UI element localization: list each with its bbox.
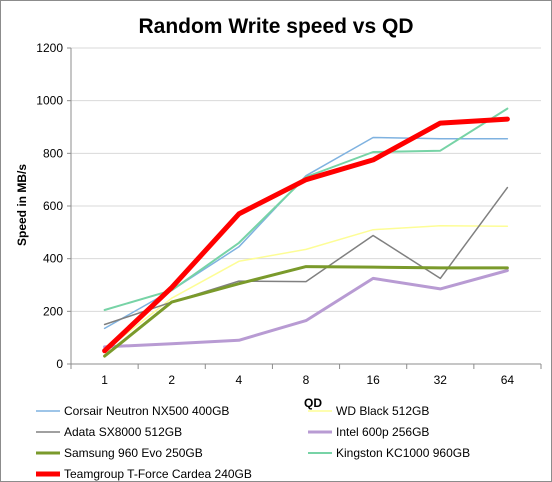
axes bbox=[70, 48, 542, 369]
legend: Corsair Neutron NX500 400GB WD Black 512G… bbox=[36, 404, 470, 481]
y-tick-label: 600 bbox=[43, 199, 63, 213]
y-axis-title: Speed in MB/s bbox=[15, 164, 29, 246]
x-tick-label: 32 bbox=[434, 373, 448, 387]
series-line-intel-600p-256gb bbox=[103, 269, 509, 349]
y-tick-label: 0 bbox=[56, 357, 63, 371]
series-line-adata-sx8000-512gb bbox=[103, 186, 509, 326]
series-line-wd-black-512gb bbox=[103, 225, 509, 352]
series-line-samsung-960-evo-250gb bbox=[103, 265, 509, 358]
y-tick-labels: 0 200 400 600 800 1000 1200 bbox=[36, 41, 63, 371]
y-tick-label: 1000 bbox=[36, 94, 63, 108]
x-tick-label: 1 bbox=[101, 373, 108, 387]
x-tick-label: 16 bbox=[366, 373, 380, 387]
x-tick-label: 4 bbox=[236, 373, 243, 387]
legend-label: Teamgroup T-Force Cardea 240GB bbox=[64, 467, 252, 481]
chart-title: Random Write speed vs QD bbox=[138, 15, 413, 38]
series-lines bbox=[102, 107, 510, 358]
legend-label: Intel 600p 256GB bbox=[336, 425, 429, 439]
legend-label: Samsung 960 Evo 250GB bbox=[64, 446, 203, 460]
x-tick-labels: 1 2 4 8 16 32 64 bbox=[101, 373, 514, 387]
y-tick-label: 800 bbox=[43, 146, 63, 160]
x-tick-label: 2 bbox=[168, 373, 175, 387]
y-tick-label: 400 bbox=[43, 252, 63, 266]
x-tick-label: 64 bbox=[501, 373, 515, 387]
series-line-teamgroup-t-force-cardea-240gb bbox=[102, 116, 510, 354]
y-tick-label: 200 bbox=[43, 304, 63, 318]
legend-label: Corsair Neutron NX500 400GB bbox=[64, 404, 229, 418]
legend-label: WD Black 512GB bbox=[336, 404, 429, 418]
legend-label: Adata SX8000 512GB bbox=[64, 425, 182, 439]
series-line-corsair-neutron-nx500-400gb bbox=[103, 136, 509, 330]
x-tick-label: 8 bbox=[303, 373, 310, 387]
legend-label: Kingston KC1000 960GB bbox=[336, 446, 470, 460]
y-tick-label: 1200 bbox=[36, 41, 63, 55]
x-axis-title: QD bbox=[304, 396, 322, 410]
